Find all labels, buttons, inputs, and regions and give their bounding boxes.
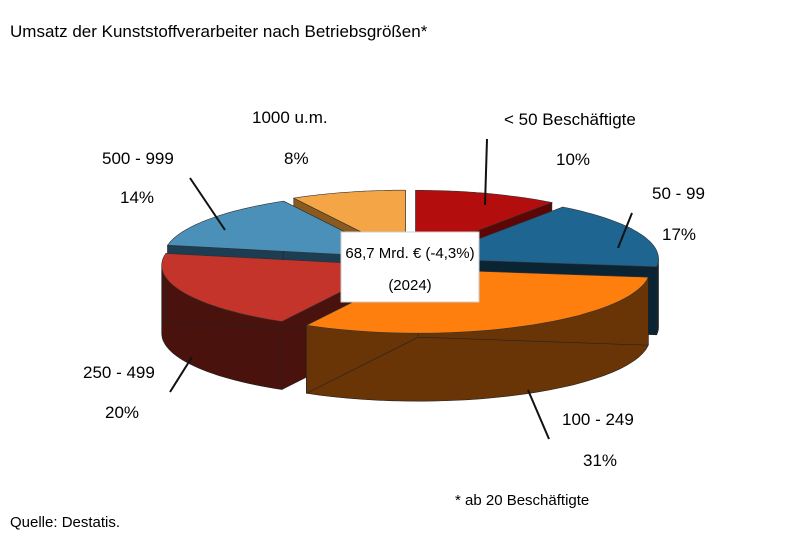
slice-value-label-5: 8% bbox=[284, 149, 309, 168]
total-label: 68,7 Mrd. € (-4,3%) bbox=[345, 245, 474, 262]
chart-title: Umsatz der Kunststoffverarbeiter nach Be… bbox=[10, 22, 428, 41]
slice-labels: < 50 Beschäftigte 10% 50 - 99 17% 100 - 249 3… bbox=[83, 108, 705, 470]
source-note: Quelle: Destatis. bbox=[10, 514, 120, 531]
slice-value-label-4: 14% bbox=[120, 188, 154, 207]
slice-top-1 bbox=[426, 206, 659, 268]
slice-value-label-1: 17% bbox=[662, 225, 696, 244]
total-box: 68,7 Mrd. € (-4,3%) (2024) bbox=[340, 231, 480, 303]
slice-top-4 bbox=[166, 200, 396, 258]
slice-label-3: 250 - 499 bbox=[83, 363, 155, 382]
total-box-frame bbox=[340, 231, 480, 303]
slice-label-5: 1000 u.m. bbox=[252, 108, 328, 127]
footnote: * ab 20 Beschäftigte bbox=[455, 492, 589, 509]
leader-line-0 bbox=[484, 138, 488, 206]
leader-line-2 bbox=[527, 389, 550, 440]
slice-label-1: 50 - 99 bbox=[652, 184, 705, 203]
slice-label-0: < 50 Beschäftigte bbox=[504, 110, 636, 129]
slice-value-label-2: 31% bbox=[583, 451, 617, 470]
slice-value-label-0: 10% bbox=[556, 150, 590, 169]
leader-line-4 bbox=[189, 177, 226, 231]
total-year: (2024) bbox=[388, 277, 431, 294]
leader-line-1 bbox=[617, 212, 633, 249]
leader-line-3 bbox=[169, 356, 193, 393]
slice-label-4: 500 - 999 bbox=[102, 149, 174, 168]
slice-label-2: 100 - 249 bbox=[562, 410, 634, 429]
slice-value-label-3: 20% bbox=[105, 403, 139, 422]
label-leaders bbox=[169, 138, 633, 440]
slice-top-3 bbox=[161, 253, 395, 322]
